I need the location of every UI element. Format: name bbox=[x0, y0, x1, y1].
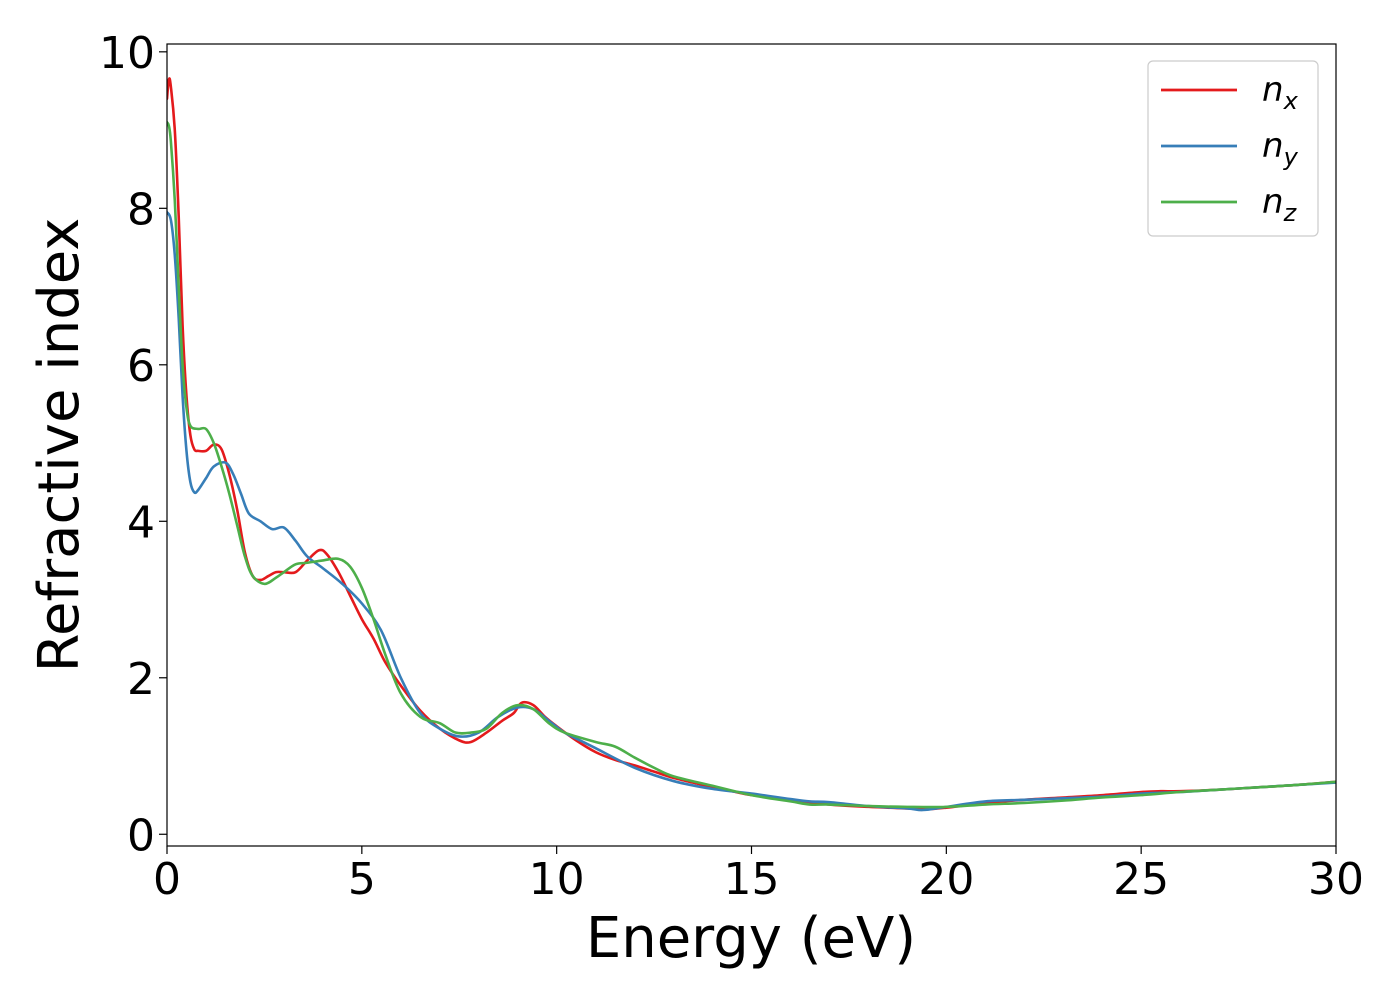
x-tick-label: 0 bbox=[153, 854, 181, 905]
x-tick-label: 10 bbox=[529, 854, 585, 905]
series-layer bbox=[167, 77, 1336, 812]
y-axis-ticks: 0 2 4 6 8 10 bbox=[99, 28, 167, 861]
y-tick-label: 8 bbox=[127, 184, 155, 235]
legend-label-ny: ny bbox=[1262, 126, 1299, 171]
x-tick-label: 30 bbox=[1308, 854, 1364, 905]
y-tick-label: 10 bbox=[99, 28, 155, 79]
series-line-nz bbox=[167, 120, 1336, 809]
legend-label-nx: nx bbox=[1262, 70, 1299, 115]
x-axis-ticks: 0 5 10 15 20 25 30 bbox=[153, 846, 1364, 905]
x-tick-label: 15 bbox=[724, 854, 780, 905]
legend: nx ny nz bbox=[1147, 60, 1319, 237]
y-tick-label: 4 bbox=[127, 497, 155, 548]
x-axis-title: Energy (eV) bbox=[586, 906, 916, 971]
legend-box bbox=[1147, 60, 1319, 237]
y-axis-title: Refractive index bbox=[27, 218, 92, 673]
y-tick-label: 6 bbox=[127, 341, 155, 392]
x-tick-label: 20 bbox=[918, 854, 974, 905]
y-tick-label: 0 bbox=[127, 810, 155, 861]
x-tick-label: 5 bbox=[348, 854, 376, 905]
x-tick-label: 25 bbox=[1113, 854, 1169, 905]
legend-label-nz: nz bbox=[1262, 182, 1298, 227]
y-tick-label: 2 bbox=[127, 654, 155, 705]
